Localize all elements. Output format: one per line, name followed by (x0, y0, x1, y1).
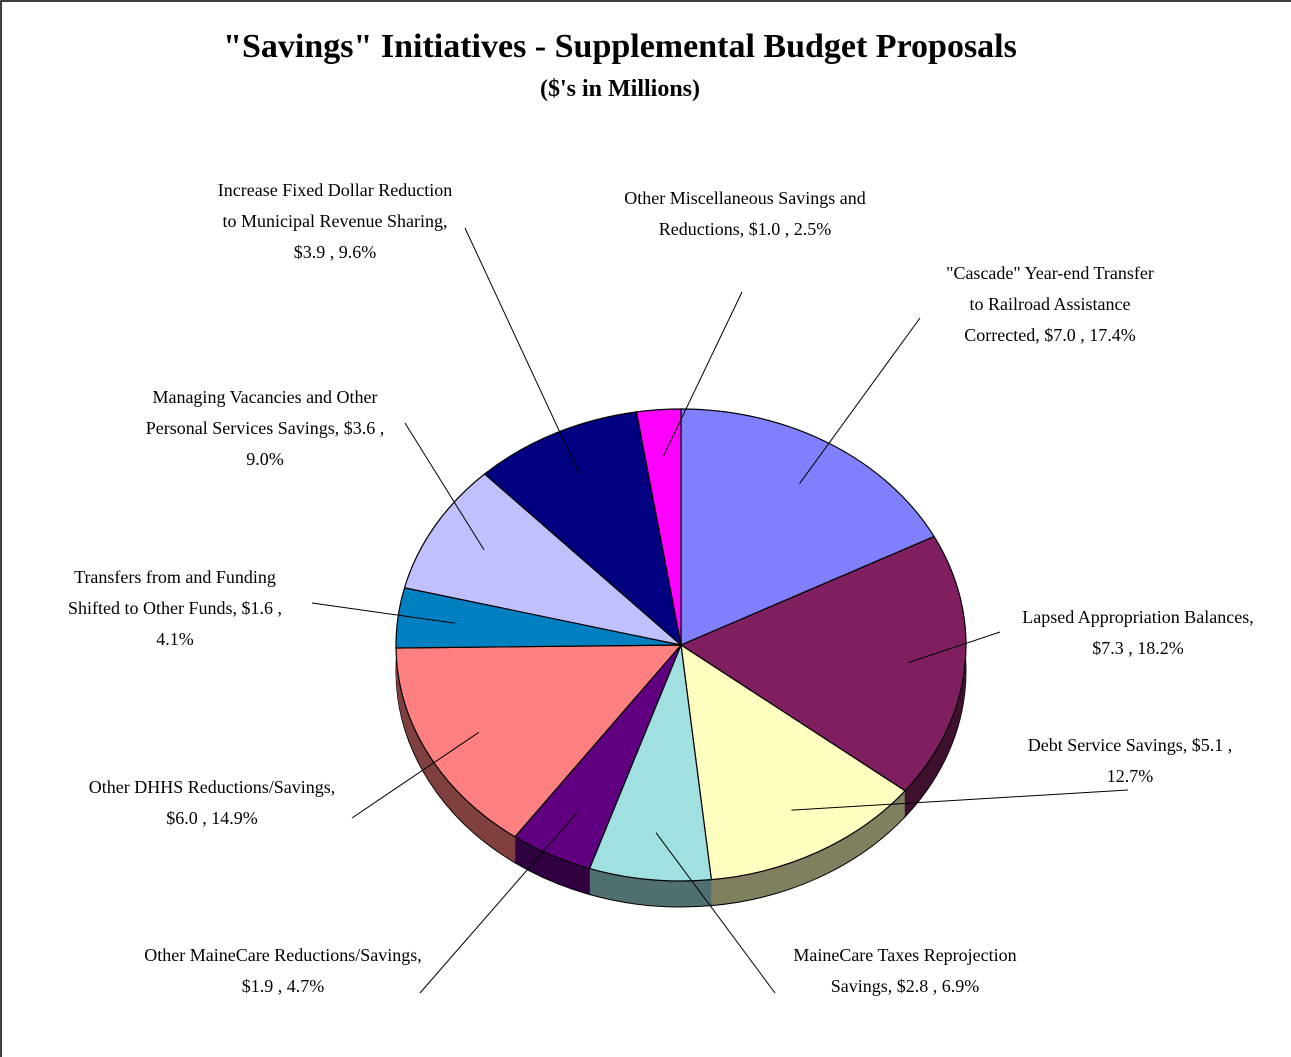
leader-line (464, 227, 581, 476)
leader-line (311, 602, 455, 624)
data-label: Lapsed Appropriation Balances, $7.3 , 18… (1022, 607, 1254, 658)
slice (483, 411, 682, 647)
leader-line (655, 832, 776, 994)
data-label: "Cascade" Year-end Transfer to Railroad … (946, 263, 1154, 345)
data-label: MaineCare Taxes Reprojection Savings, $2… (793, 945, 1017, 996)
slice (395, 644, 683, 838)
slice (588, 642, 713, 882)
slice (679, 535, 967, 792)
data-label: Debt Service Savings, $5.1 , 12.7% (1027, 735, 1233, 786)
data-label: Other Miscellaneous Savings and Reductio… (624, 188, 866, 239)
leader-line (791, 789, 1129, 811)
leader-line (662, 291, 743, 457)
leader-line (404, 422, 485, 551)
slice (635, 408, 682, 646)
leader-line (799, 317, 921, 485)
chart-subtitle: ($'s in Millions) (539, 76, 701, 102)
data-label: Increase Fixed Dollar Reduction to Munic… (217, 180, 453, 262)
slice (680, 643, 907, 881)
data-label: Transfers from and Funding Shifted to Ot… (68, 567, 282, 649)
leader-line (419, 812, 578, 994)
data-label: Managing Vacancies and Other Personal Se… (145, 387, 385, 469)
leader-line (907, 631, 1001, 664)
leader-line (351, 731, 480, 819)
data-label: Other MaineCare Reductions/Savings, $1.9… (144, 945, 422, 996)
chart-title: "Savings" Initiatives - Supplemental Bud… (223, 28, 1017, 65)
slice (403, 473, 684, 647)
data-label: Other DHHS Reductions/Savings, $6.0 , 14… (88, 777, 336, 828)
